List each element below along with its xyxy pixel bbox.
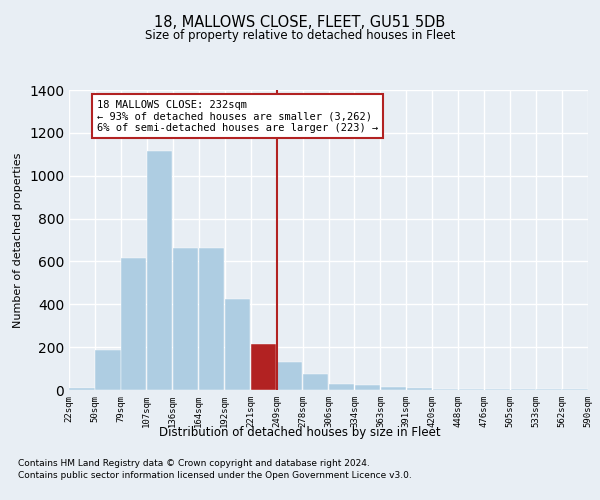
- Bar: [95, 350, 121, 390]
- Bar: [121, 258, 146, 390]
- Text: Size of property relative to detached houses in Fleet: Size of property relative to detached ho…: [145, 28, 455, 42]
- Text: 18 MALLOWS CLOSE: 232sqm
← 93% of detached houses are smaller (3,262)
6% of semi: 18 MALLOWS CLOSE: 232sqm ← 93% of detach…: [97, 100, 378, 133]
- Bar: [303, 374, 328, 390]
- Bar: [381, 387, 406, 390]
- Text: Distribution of detached houses by size in Fleet: Distribution of detached houses by size …: [159, 426, 441, 439]
- Y-axis label: Number of detached properties: Number of detached properties: [13, 152, 23, 328]
- Bar: [355, 384, 380, 390]
- Bar: [277, 362, 302, 390]
- Text: 18, MALLOWS CLOSE, FLEET, GU51 5DB: 18, MALLOWS CLOSE, FLEET, GU51 5DB: [154, 15, 446, 30]
- Bar: [329, 384, 354, 390]
- Bar: [70, 388, 95, 390]
- Text: Contains public sector information licensed under the Open Government Licence v3: Contains public sector information licen…: [18, 470, 412, 480]
- Bar: [147, 151, 172, 390]
- Bar: [433, 389, 458, 390]
- Bar: [199, 248, 224, 390]
- Bar: [458, 389, 484, 390]
- Text: Contains HM Land Registry data © Crown copyright and database right 2024.: Contains HM Land Registry data © Crown c…: [18, 460, 370, 468]
- Bar: [251, 344, 276, 390]
- Bar: [225, 299, 250, 390]
- Bar: [485, 389, 510, 390]
- Bar: [407, 388, 432, 390]
- Bar: [173, 248, 199, 390]
